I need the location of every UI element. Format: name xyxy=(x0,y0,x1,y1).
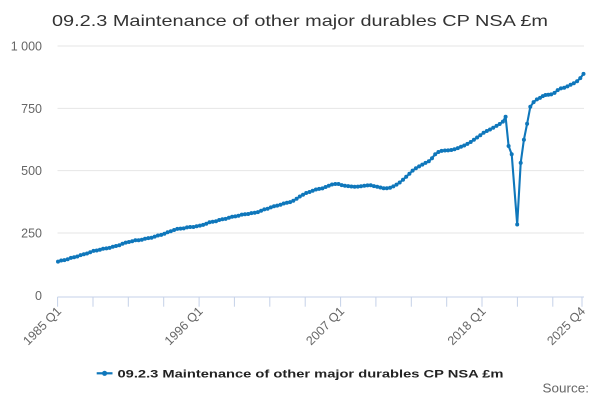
svg-text:750: 750 xyxy=(21,102,42,116)
svg-text:500: 500 xyxy=(21,164,42,178)
svg-text:250: 250 xyxy=(21,226,42,240)
svg-text:09.2.3 Maintenance of other ma: 09.2.3 Maintenance of other major durabl… xyxy=(118,369,504,381)
svg-text:0: 0 xyxy=(35,289,42,303)
svg-text:1 000: 1 000 xyxy=(11,39,42,53)
svg-text:Source:: Source: xyxy=(543,382,590,396)
svg-text:09.2.3 Maintenance of other ma: 09.2.3 Maintenance of other major durabl… xyxy=(52,13,548,30)
